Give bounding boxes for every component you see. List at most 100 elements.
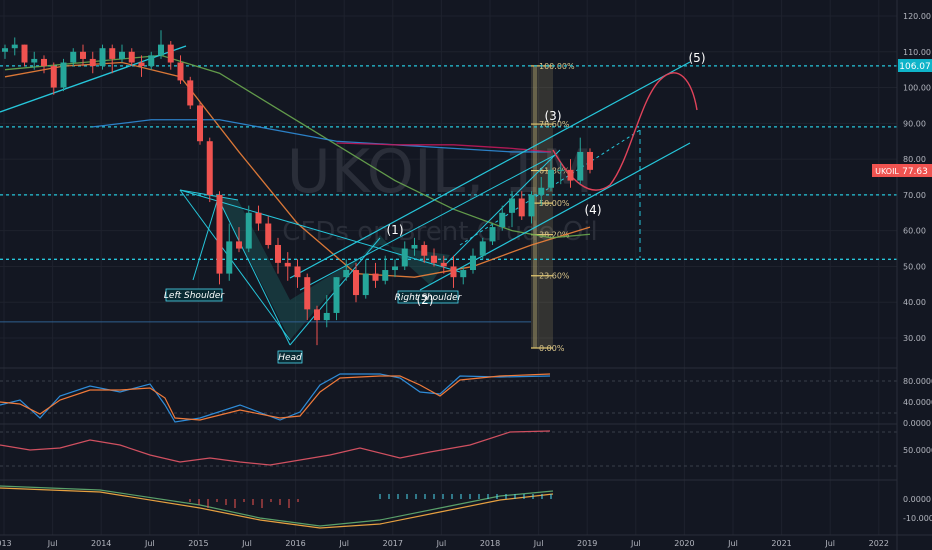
candle-body — [440, 262, 447, 267]
wave-label-3: (3) — [545, 109, 562, 123]
candle-body — [518, 198, 525, 217]
price-tick-label: 50.00 — [903, 262, 926, 271]
fib-level-label: 0.00% — [539, 344, 565, 353]
stoch-k-line — [0, 373, 551, 423]
time-tick-label: 2022 — [869, 539, 889, 548]
right-shoulder-label: Right Shoulder — [395, 293, 463, 303]
price-tick-label: 100.00 — [903, 84, 931, 93]
channel-mid — [299, 154, 556, 291]
price-tick-label: 30.00 — [903, 334, 926, 343]
candle-body — [294, 266, 301, 278]
fib-level-label: 38.20% — [539, 231, 570, 240]
left-shoulder-label: Left Shoulder — [164, 291, 225, 301]
price-axis: 120.00 110.00 100.00 90.00 80.00 70.00 60.00 50… — [903, 12, 932, 523]
hs-shoulder-line — [179, 189, 239, 201]
candle-body — [479, 241, 486, 256]
fib-level-label: 61.80% — [539, 167, 570, 176]
time-axis: 013 Jul 2014 Jul 2015 Jul 2016 Jul 2017 Jul 2018 Ju… — [0, 539, 889, 548]
wave-label-1: (1) — [387, 223, 404, 237]
time-tick-label: 2018 — [480, 539, 500, 548]
price-tick-label: 60.00 — [903, 227, 926, 236]
candle-body — [343, 270, 350, 278]
channel-lower — [419, 142, 691, 291]
candle-body — [167, 44, 174, 63]
indicator-tick-label: 0.0000 — [903, 419, 931, 428]
price-tick-label: 90.00 — [903, 119, 926, 128]
candle-body — [470, 255, 476, 271]
indicator-tick-label: -10.0000 — [903, 514, 932, 523]
candle-body — [401, 248, 408, 267]
time-tick-label: 2020 — [674, 539, 694, 548]
candle-body — [70, 51, 77, 63]
candle-body — [236, 241, 242, 249]
candle-body — [41, 58, 47, 67]
candle-body — [353, 270, 359, 296]
wave-label-5: (5) — [689, 51, 706, 65]
fib-level-label: 50.00% — [539, 199, 570, 208]
price-tick-label: 120.00 — [903, 12, 931, 21]
channel-upper — [289, 61, 691, 279]
neckline-slope — [179, 189, 461, 273]
wave-label-2: (2) — [417, 293, 434, 307]
time-tick-label: 2019 — [577, 539, 597, 548]
last-price-label: 77.63 — [902, 167, 928, 177]
symbol-label: UKOIL — [875, 167, 899, 176]
candle-body — [265, 223, 272, 245]
candle-body — [411, 244, 418, 249]
time-tick-label: Jul — [144, 539, 155, 548]
candle-body — [138, 62, 145, 67]
candle-body — [21, 44, 28, 63]
time-tick-label: 2017 — [383, 539, 403, 548]
candle-body — [372, 273, 379, 281]
candle-body — [226, 241, 233, 274]
fib-band — [531, 65, 553, 349]
candle-body — [577, 151, 584, 181]
moving-average-line — [92, 119, 551, 153]
candle-body — [128, 51, 135, 63]
macd-signal-line — [0, 487, 554, 529]
candle-body — [187, 80, 194, 106]
candle-body — [499, 212, 506, 228]
candle-body — [431, 255, 437, 263]
candle-body — [11, 44, 18, 49]
time-tick-label: 2015 — [188, 539, 208, 548]
candle-body — [557, 169, 564, 171]
candle-body — [538, 187, 545, 195]
candle-body — [197, 105, 203, 142]
candle-body — [50, 66, 57, 88]
macd-line — [0, 485, 554, 527]
wave-labels: (1) (2) (3) (4) (5) — [387, 51, 706, 307]
candle-body — [362, 273, 369, 296]
pattern-labels: Left Shoulder Head Right Shoulder — [164, 288, 463, 364]
rsi-line — [0, 430, 551, 466]
candle-body — [509, 198, 515, 213]
indicator-tick-label: 80.0000 — [903, 377, 932, 386]
candle-body — [275, 244, 281, 263]
time-tick-label: Jul — [824, 539, 835, 548]
candle-body — [450, 266, 457, 278]
hs-mid-leg — [217, 197, 291, 346]
time-tick-label: Jul — [436, 539, 447, 548]
candle-body — [109, 48, 116, 59]
candle-body — [206, 141, 213, 195]
projected-wave-path — [552, 72, 698, 191]
fibonacci-retracement: 100.00% 78.60% 61.80% 50.00% 38.20% 23.60% 0.0… — [531, 62, 575, 353]
trend-line-top — [0, 45, 187, 113]
candle-body — [31, 58, 38, 63]
candle-body — [99, 48, 106, 67]
indicator-tick-label: 40.0000 — [903, 398, 932, 407]
candle-body — [2, 48, 8, 52]
time-tick-label: 2016 — [285, 539, 305, 548]
fib-top-price-label: 106.07 — [899, 62, 931, 72]
price-tick-label: 80.00 — [903, 155, 926, 164]
indicator-tick-label: 50.0000 — [903, 446, 932, 455]
time-tick-label: Jul — [338, 539, 349, 548]
candle-body — [421, 244, 428, 256]
hs-left-leg — [179, 189, 291, 341]
candle-body — [119, 51, 125, 59]
horizontal-levels — [0, 65, 897, 323]
candle-body — [333, 277, 340, 313]
price-tick-label: 70.00 — [903, 191, 926, 200]
candle-body — [392, 266, 398, 271]
